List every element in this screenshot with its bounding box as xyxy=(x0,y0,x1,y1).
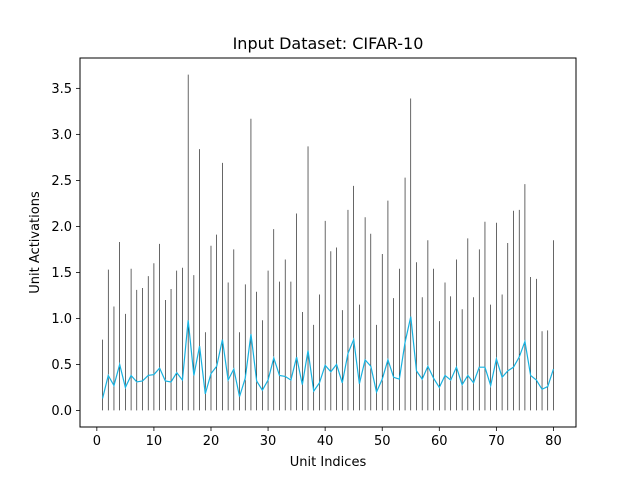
mean-activation-line xyxy=(101,316,555,399)
y-axis-label: Unit Activations xyxy=(28,191,43,294)
y-tick-label: 2.0 xyxy=(51,220,72,235)
y-tick-label: 3.5 xyxy=(51,82,72,97)
x-tick-label: 40 xyxy=(317,434,334,449)
x-axis-label: Unit Indices xyxy=(290,455,367,470)
x-tick-label: 60 xyxy=(431,434,448,449)
y-tick-label: 1.0 xyxy=(51,312,72,327)
y-tick-label: 2.5 xyxy=(51,174,72,189)
y-tick-label: 0.5 xyxy=(51,358,72,373)
x-tick-label: 70 xyxy=(488,434,505,449)
activation-spikes xyxy=(102,74,554,411)
y-axis-ticks: 0.0 0.5 1.0 1.5 2.0 2.5 3.0 3.5 xyxy=(51,82,80,419)
y-tick-label: 0.0 xyxy=(51,404,72,419)
chart-title: Input Dataset: CIFAR-10 xyxy=(233,34,424,53)
plot-frame xyxy=(79,57,577,428)
x-axis-ticks: 0 10 20 30 40 50 60 70 80 xyxy=(93,427,562,449)
y-tick-label: 1.5 xyxy=(51,266,72,281)
x-tick-label: 80 xyxy=(545,434,562,449)
x-tick-label: 20 xyxy=(203,434,220,449)
x-tick-label: 50 xyxy=(374,434,391,449)
y-tick-label: 3.0 xyxy=(51,128,72,143)
x-tick-label: 10 xyxy=(146,434,163,449)
x-tick-label: 0 xyxy=(93,434,101,449)
x-tick-label: 30 xyxy=(260,434,277,449)
